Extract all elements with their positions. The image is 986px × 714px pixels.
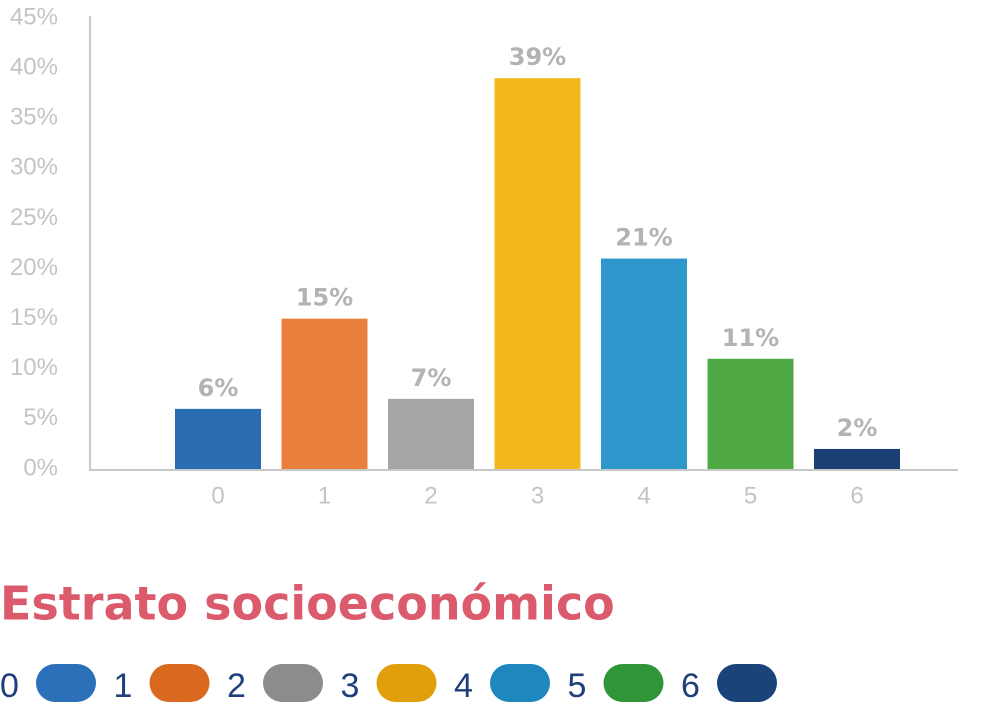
y-tick-label: 20% [10, 254, 58, 281]
y-tick-label: 45% [10, 3, 58, 30]
legend-swatch [376, 664, 437, 702]
x-tick-label: 5 [744, 482, 757, 509]
x-tick-label: 6 [850, 482, 863, 509]
value-label: 21% [615, 224, 672, 252]
legend-label: 5 [568, 667, 587, 705]
y-tick-label: 25% [10, 204, 58, 231]
x-tick-label: 3 [531, 482, 544, 509]
x-tick-label: 1 [318, 482, 331, 509]
y-tick-label: 0% [23, 454, 58, 481]
y-tick-label: 30% [10, 154, 58, 181]
legend-label: 1 [114, 667, 133, 705]
bar [175, 408, 261, 469]
value-label: 2% [837, 414, 878, 442]
legend-label: 3 [341, 667, 360, 705]
bar [281, 318, 368, 469]
legend-swatch [36, 664, 96, 702]
legend-swatch [149, 664, 210, 702]
y-tick-label: 35% [10, 104, 58, 131]
bar [814, 448, 900, 469]
bar [388, 398, 474, 469]
x-tick-label: 4 [637, 482, 650, 509]
value-label: 11% [722, 324, 779, 352]
value-label: 7% [411, 364, 452, 392]
legend-label: 6 [681, 667, 700, 705]
legend-swatch [603, 664, 664, 702]
legend-swatch [263, 664, 323, 702]
y-tick-label: 5% [23, 404, 58, 431]
bar [494, 78, 581, 469]
value-label: 39% [509, 43, 566, 71]
legend-label: 2 [227, 667, 246, 705]
x-tick-label: 2 [424, 482, 437, 509]
value-label: 15% [296, 284, 353, 312]
y-tick-label: 10% [10, 354, 58, 381]
value-label: 6% [198, 374, 239, 402]
y-tick-label: 40% [10, 53, 58, 80]
y-tick-label: 15% [10, 304, 58, 331]
legend-label: 4 [454, 667, 473, 705]
bar [601, 258, 687, 469]
legend-label: 0 [0, 667, 19, 705]
legend-swatch [717, 664, 777, 702]
legend-swatch [490, 664, 550, 702]
bar [707, 358, 794, 469]
chart-title: Estrato socioeconómico [0, 577, 615, 631]
x-tick-label: 0 [211, 482, 224, 509]
